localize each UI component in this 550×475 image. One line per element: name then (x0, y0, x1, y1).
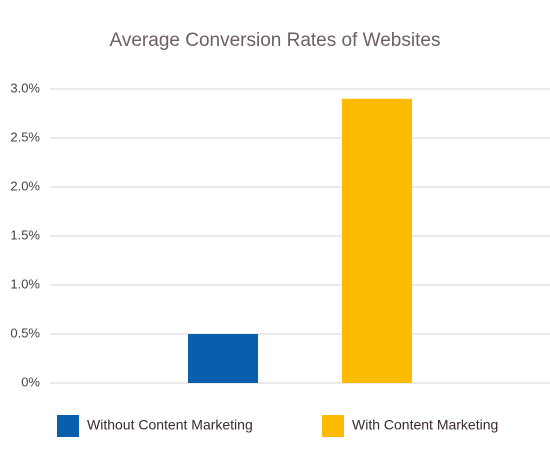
y-tick-label: 2.0% (10, 178, 40, 193)
bar (188, 334, 258, 383)
legend-swatch (322, 415, 344, 437)
chart-title: Average Conversion Rates of Websites (110, 30, 441, 51)
legend-swatch (57, 415, 79, 437)
bar (342, 98, 412, 384)
y-tick-label: 1.0% (10, 276, 40, 291)
y-tick-label: 2.5% (10, 129, 40, 144)
legend-label: Without Content Marketing (87, 417, 253, 433)
y-tick-label: 3.0% (10, 80, 40, 95)
y-tick-label: 0% (21, 374, 40, 389)
y-tick-label: 1.5% (10, 227, 40, 242)
y-tick-label: 0.5% (10, 325, 40, 340)
legend-label: With Content Marketing (352, 417, 498, 433)
